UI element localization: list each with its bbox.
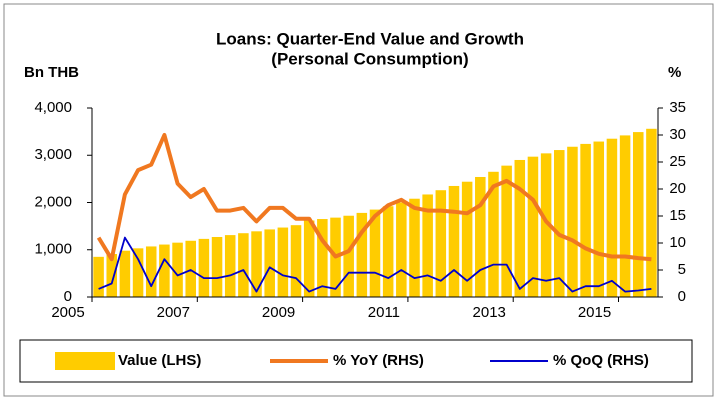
bar	[93, 256, 104, 297]
bar	[119, 250, 131, 297]
y-tick-label: 4,000	[34, 99, 72, 116]
bar	[172, 242, 183, 297]
x-tick-label: 2005	[51, 304, 84, 321]
x-tick-label: 2015	[578, 304, 611, 321]
y2-tick-label: 20	[669, 180, 686, 197]
y-axis-label: Bn THB	[24, 64, 79, 81]
legend-box	[19, 339, 693, 383]
bar	[303, 220, 315, 297]
bar	[369, 209, 381, 297]
chart-subtitle: (Personal Consumption)	[271, 49, 468, 68]
bar	[290, 225, 302, 297]
y-tick-label: 1,000	[34, 241, 72, 258]
bar	[132, 248, 144, 297]
y2-axis-label: %	[668, 64, 681, 81]
bar	[238, 233, 249, 297]
y2-tick-label: 0	[678, 288, 686, 305]
bar	[619, 135, 631, 297]
bar	[501, 165, 512, 297]
bar	[145, 246, 157, 297]
y2-tick-label: 10	[669, 234, 686, 251]
bar	[396, 202, 407, 297]
bar	[264, 229, 275, 297]
bar	[277, 227, 289, 297]
bar	[593, 141, 605, 297]
legend-label: % QoQ (RHS)	[553, 352, 649, 369]
y-tick-label: 3,000	[34, 146, 72, 163]
bar	[475, 176, 486, 297]
bar	[540, 153, 552, 297]
bar	[580, 143, 591, 297]
bar	[435, 190, 447, 297]
bar	[198, 238, 210, 297]
bar	[356, 212, 368, 297]
line-series	[98, 236, 652, 293]
x-tick-label: 2011	[368, 304, 400, 321]
bar	[382, 206, 394, 297]
y2-tick-label: 30	[669, 126, 686, 143]
y-tick-label: 2,000	[34, 193, 72, 210]
bar	[527, 156, 539, 297]
bar	[251, 231, 262, 297]
y-tick-label: 0	[64, 288, 72, 305]
chart-title: Loans: Quarter-End Value and Growth	[216, 29, 524, 48]
legend-label: Value (LHS)	[118, 352, 201, 369]
bar	[488, 171, 499, 297]
y2-tick-label: 5	[678, 261, 686, 278]
bar	[317, 219, 328, 297]
bar	[567, 146, 578, 297]
bar	[159, 244, 170, 297]
bar	[448, 185, 460, 297]
legend-swatch	[55, 352, 115, 370]
x-tick-label: 2007	[157, 304, 190, 321]
bar	[514, 159, 526, 297]
bar	[409, 198, 420, 297]
bar	[422, 194, 433, 297]
bar	[185, 240, 196, 297]
legend-label: % YoY (RHS)	[333, 352, 424, 369]
x-tick-label: 2013	[473, 304, 506, 321]
bar	[211, 236, 223, 297]
bar	[606, 138, 618, 297]
bar	[461, 181, 473, 297]
bar	[632, 132, 644, 297]
y2-tick-label: 25	[669, 153, 686, 170]
line-series	[96, 133, 652, 262]
bar	[224, 235, 236, 297]
bar	[646, 128, 657, 297]
bar	[343, 215, 354, 297]
y2-tick-label: 35	[669, 99, 686, 116]
x-tick-label: 2009	[262, 304, 295, 321]
bar	[106, 254, 118, 297]
y2-tick-label: 15	[669, 207, 686, 224]
bar	[554, 150, 565, 297]
